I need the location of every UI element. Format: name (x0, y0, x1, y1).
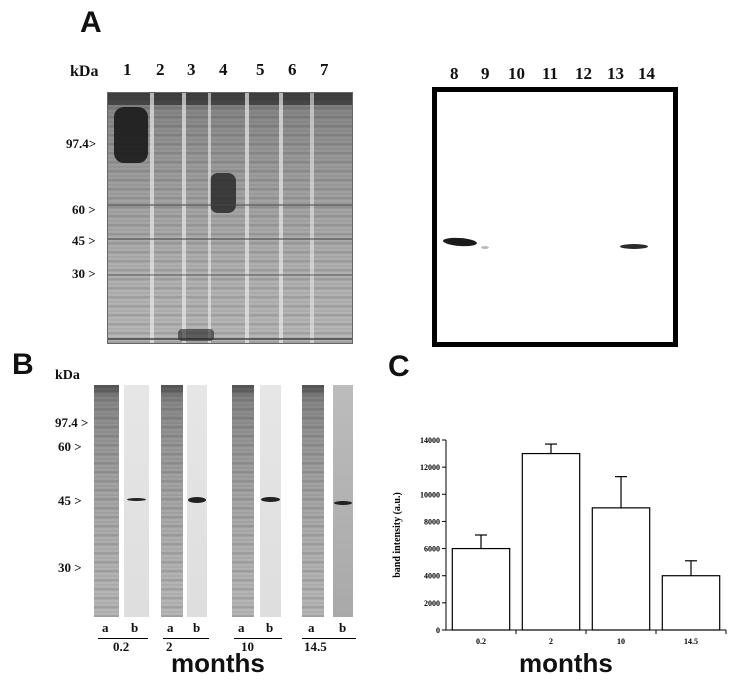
strip-underline (302, 638, 356, 639)
marker-30: 30 > (58, 560, 82, 575)
strip-underline (163, 638, 209, 639)
y-tick-label: 2000 (424, 599, 440, 608)
blot-lane-number: 14 (638, 64, 655, 83)
panel-b-kda-label: kDa (55, 368, 80, 383)
strip-a-0-2 (94, 385, 119, 617)
y-tick-label: 14000 (420, 436, 440, 445)
y-axis-label: band intensity (a.u.) (392, 492, 403, 578)
strip-a-2 (161, 385, 183, 617)
marker-97-4: 97.4 > (55, 415, 89, 430)
marker-60: 60 > (58, 439, 82, 454)
blot-band-lane-13 (620, 244, 648, 249)
strip-band (127, 498, 146, 501)
marker-45: 45 > (72, 233, 96, 248)
panel-b-letter: B (12, 348, 34, 381)
gel-lane-number: 7 (320, 60, 329, 79)
panel-c-months-label: months (519, 648, 613, 678)
bar (451, 547, 511, 631)
x-tick-label: 0.2 (476, 637, 486, 646)
x-tick-label: 14.5 (684, 637, 698, 646)
strip-b-10 (260, 385, 281, 617)
x-tick-label: 2 (549, 637, 553, 646)
strip-band (188, 497, 206, 503)
strip-underline (98, 638, 148, 639)
strip-label-b: b (339, 620, 347, 635)
y-tick-label: 4000 (424, 572, 440, 581)
strip-b-14-5 (333, 385, 353, 617)
marker-97-4: 97.4> (66, 136, 97, 151)
strip-b-2 (187, 385, 207, 617)
strip-time: 10 (241, 639, 254, 654)
gel-lane-number: 5 (256, 60, 265, 79)
y-tick-label: 8000 (424, 517, 440, 526)
blot-lane-number: 11 (542, 64, 559, 83)
bar (661, 575, 721, 631)
strip-b-0-2 (124, 385, 149, 617)
blot-lane-number: 9 (481, 64, 490, 83)
panel-a-gel-lane-numbers: 1 2 3 4 5 6 7 (0, 60, 360, 82)
band-intensity-bar-chart: 0 2000 4000 6000 8000 10000 12000 14000 band int… (392, 436, 727, 646)
panel-c-letter: C (388, 350, 410, 383)
y-tick-label: 10000 (420, 490, 440, 499)
strip-time: 0.2 (113, 639, 130, 654)
strip-label-a: a (238, 620, 245, 635)
strip-label-a: a (308, 620, 315, 635)
blot-lane-number: 13 (607, 64, 624, 83)
sds-page-gel (107, 92, 353, 344)
strip-a-14-5 (302, 385, 324, 617)
y-tick-label: 12000 (420, 463, 440, 472)
strip-time: 14.5 (304, 639, 327, 654)
gel-lane-number: 2 (156, 60, 165, 79)
blot-lane-number: 12 (575, 64, 592, 83)
strip-a-10 (232, 385, 254, 617)
marker-30: 30 > (72, 266, 96, 281)
strip-underline (234, 638, 282, 639)
strip-band (261, 497, 280, 502)
bar (521, 452, 581, 631)
x-tick-label: 10 (617, 637, 625, 646)
bar (591, 507, 651, 631)
gel-lane-number: 6 (288, 60, 297, 79)
strip-label-b: b (266, 620, 274, 635)
panel-b-months-label: months (171, 648, 265, 678)
gel-lane-number: 4 (219, 60, 228, 79)
strip-label-b: b (131, 620, 139, 635)
panel-a-letter: A (80, 6, 102, 39)
gel-lane-number: 1 (123, 60, 132, 79)
strip-band (334, 501, 352, 505)
strip-label-a: a (102, 620, 109, 635)
strip-label-b: b (193, 620, 201, 635)
strip-labels: a b 0.2 a b 2 a b 10 a b 14.5 (0, 620, 370, 660)
blot-band-lane-8 (442, 236, 478, 248)
panel-a-blot-lane-numbers: 8 9 10 11 12 13 14 (0, 64, 740, 86)
marker-45: 45 > (58, 493, 82, 508)
western-blot-panel (432, 87, 678, 347)
y-tick-label: 0 (436, 626, 440, 635)
strip-label-a: a (167, 620, 174, 635)
marker-60: 60 > (72, 202, 96, 217)
blot-lane-number: 8 (450, 64, 459, 83)
gel-lane-number: 3 (187, 60, 196, 79)
strip-time: 2 (166, 639, 173, 654)
blot-band-lane-9 (481, 246, 489, 249)
y-tick-label: 6000 (424, 545, 440, 554)
blot-lane-number: 10 (508, 64, 525, 83)
panel-a-kda-label: kDa (70, 63, 99, 80)
